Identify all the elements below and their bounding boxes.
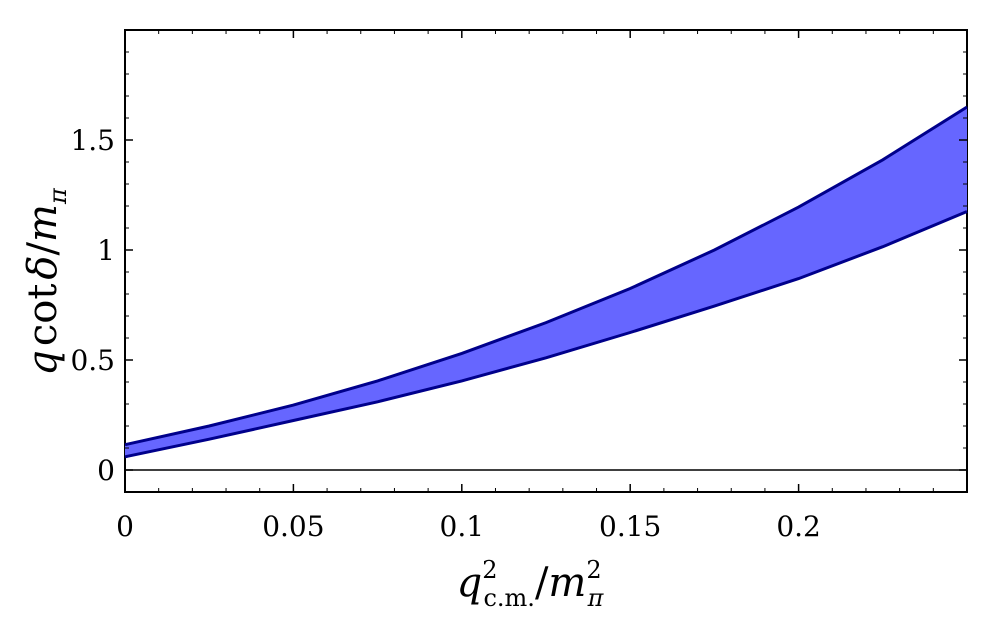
x-tick-label: 0.05 <box>262 510 324 543</box>
x-axis-ticks: 0 0.05 0.1 0.15 0.2 <box>116 30 934 543</box>
y-tick-label: 0 <box>97 454 115 487</box>
y-tick-label: 1 <box>97 234 115 267</box>
plot-frame <box>124 29 968 493</box>
x-tick-label: 0.2 <box>776 510 821 543</box>
upper-bound-line <box>124 105 968 447</box>
y-axis-ticks: 0 0.5 1 1.5 <box>70 51 967 487</box>
y-tick-label: 0.5 <box>70 344 115 377</box>
y-axis-label: qcotδ/mπ <box>20 187 72 376</box>
plot-area: 0 0.05 0.1 0.15 0.2 0 0.5 1 1.5 <box>70 29 968 543</box>
lower-bound-line <box>124 210 968 459</box>
confidence-band <box>125 107 967 457</box>
x-tick-label: 0.15 <box>599 510 661 543</box>
x-tick-label: 0 <box>116 510 134 543</box>
x-tick-label: 0.1 <box>440 510 485 543</box>
y-tick-label: 1.5 <box>70 124 115 157</box>
x-axis-label: q2 c.m./m2 π <box>457 556 605 612</box>
